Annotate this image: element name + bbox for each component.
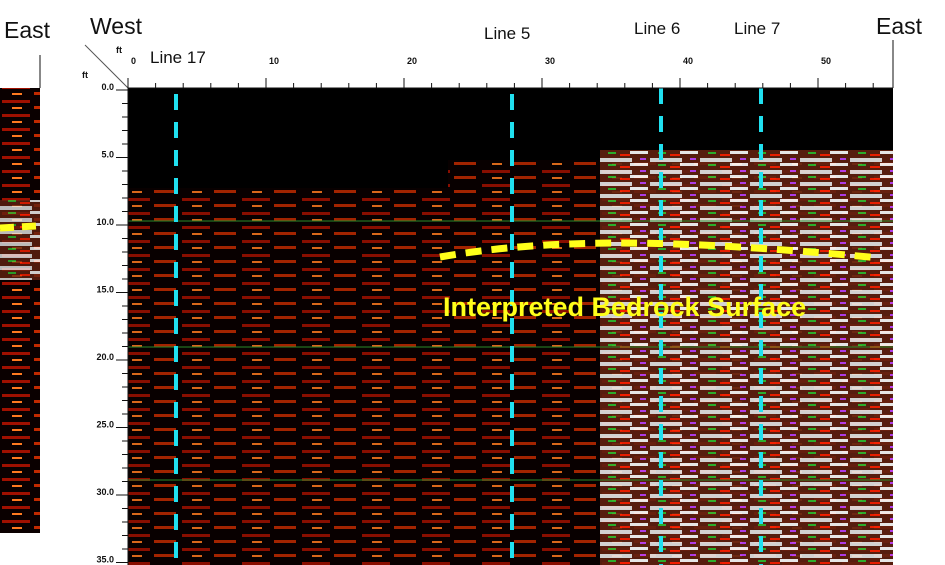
x-unit: ft	[116, 45, 122, 55]
page: Interpreted Bedrock Surface ft ft East W…	[0, 0, 945, 565]
x-tick-label: 30	[545, 56, 555, 66]
x-tick-label: 0	[131, 56, 136, 66]
y-tick-label: 0.0	[101, 82, 114, 92]
line-label: Line 6	[634, 19, 680, 38]
left-east-label: East	[4, 17, 51, 43]
line-label: Line 7	[734, 19, 780, 38]
y-tick-label: 30.0	[96, 487, 114, 497]
left-panel-bright	[0, 200, 40, 280]
line-label: Line 17	[150, 48, 206, 67]
x-tick-label: 20	[407, 56, 417, 66]
y-tick-label: 5.0	[101, 150, 114, 160]
y-tick-label: 25.0	[96, 420, 114, 430]
signal-bright	[600, 150, 893, 565]
left-panel	[0, 88, 40, 533]
y-tick-label: 10.0	[96, 217, 114, 227]
annotation: Interpreted Bedrock Surface	[443, 292, 806, 322]
x-tick-label: 50	[821, 56, 831, 66]
y-unit: ft	[82, 70, 88, 80]
y-tick-label: 15.0	[96, 285, 114, 295]
west-label: West	[90, 13, 143, 39]
y-tick-label: 35.0	[96, 555, 114, 565]
x-tick-label: 40	[683, 56, 693, 66]
radargram-figure: Interpreted Bedrock Surface ft ft East W…	[0, 0, 945, 565]
x-tick-label: 10	[269, 56, 279, 66]
east-label: East	[876, 13, 923, 39]
y-tick-label: 20.0	[96, 352, 114, 362]
line-label: Line 5	[484, 24, 530, 43]
